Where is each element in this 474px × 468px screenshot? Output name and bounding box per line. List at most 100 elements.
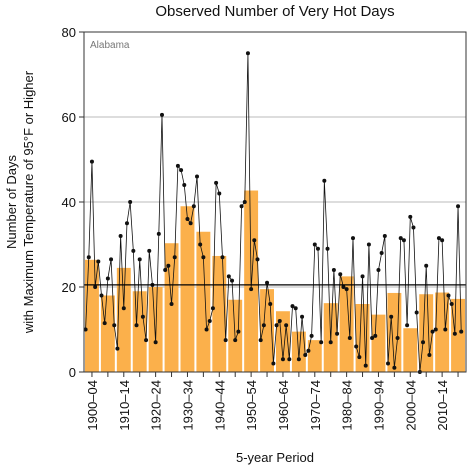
annual-point [182, 183, 187, 187]
annual-point [268, 302, 273, 306]
annual-point [220, 255, 225, 260]
annual-point [370, 336, 375, 340]
bar [387, 292, 402, 372]
annual-point [373, 333, 378, 338]
annual-point [280, 357, 285, 362]
annual-point [411, 225, 416, 230]
annual-point [147, 248, 152, 253]
annual-point [322, 178, 327, 183]
annual-point [440, 238, 445, 243]
annual-point [446, 293, 451, 298]
annual-point [271, 361, 276, 366]
annual-point [261, 323, 266, 328]
annual-point [223, 338, 228, 343]
annual-point [424, 263, 429, 268]
bar [435, 292, 450, 372]
annual-point [207, 319, 212, 323]
annual-point [153, 340, 158, 345]
bar [371, 314, 386, 372]
annual-point [96, 259, 101, 264]
annual-point [360, 274, 365, 279]
annual-point [245, 51, 250, 56]
annual-point [204, 327, 209, 332]
annual-point [163, 268, 168, 272]
annual-point [89, 159, 94, 164]
annual-point [210, 306, 215, 311]
annual-point [376, 268, 381, 272]
annual-point [363, 363, 368, 368]
annual-point [239, 204, 244, 209]
annual-point [389, 314, 394, 319]
annual-point [188, 221, 193, 226]
annual-point [140, 314, 145, 319]
y-tick-label: 80 [62, 25, 76, 40]
annual-point [258, 338, 263, 343]
annual-point [293, 306, 298, 311]
annual-point [179, 168, 184, 173]
plot-frame [83, 31, 467, 373]
annual-point [195, 174, 200, 179]
annual-point [102, 321, 107, 326]
x-tick-label: 1950–54 [244, 380, 259, 431]
annual-point [392, 365, 397, 370]
y-tick-label: 60 [62, 110, 76, 125]
x-tick-label: 1990–94 [371, 380, 386, 431]
chart-title: Observed Number of Very Hot Days [155, 3, 394, 20]
annual-point [405, 323, 410, 328]
annual-point [398, 236, 403, 241]
bar [403, 328, 418, 372]
x-tick-label: 1970–74 [308, 380, 323, 431]
annual-point [347, 336, 352, 340]
annual-point [401, 238, 406, 243]
annual-point [252, 238, 257, 243]
annual-point [408, 214, 413, 219]
annual-point [128, 200, 133, 204]
annual-point [300, 314, 305, 319]
annual-point [421, 340, 426, 345]
annual-point [430, 329, 435, 334]
annual-point [366, 242, 371, 247]
annual-point [131, 248, 136, 253]
annual-point [357, 355, 362, 360]
annual-point [134, 323, 139, 328]
annual-point [354, 344, 359, 349]
annual-point [118, 234, 123, 238]
annual-point [169, 302, 174, 306]
x-tick-label: 1940–44 [212, 380, 227, 431]
x-tick-label: 1900–04 [85, 380, 100, 431]
annual-point [144, 338, 149, 343]
annual-point [105, 276, 110, 281]
x-tick-label: 1960–64 [276, 380, 291, 431]
x-tick-label: 2000–04 [403, 380, 418, 431]
x-tick-label: 1930–34 [180, 380, 195, 431]
annual-point [233, 338, 238, 343]
annual-point [156, 231, 161, 236]
annual-point [217, 191, 222, 196]
annual-point [277, 319, 282, 323]
annual-point [449, 302, 454, 306]
bar [100, 295, 115, 372]
annual-point [214, 180, 219, 185]
annual-point [255, 257, 260, 262]
bar [451, 298, 465, 372]
y-axis-label: with Maximum Temperature of 95°F or High… [21, 70, 36, 334]
annual-point [99, 293, 104, 298]
annual-point [379, 251, 384, 255]
annual-point [121, 306, 126, 311]
annual-point [93, 285, 98, 289]
y-tick-label: 40 [62, 195, 76, 210]
annual-point [191, 204, 196, 209]
annual-point [242, 200, 247, 204]
annual-point [386, 361, 391, 366]
annual-point [436, 236, 441, 241]
annual-point [159, 112, 164, 117]
annual-point [427, 353, 432, 357]
y-axis-label: Number of Days [4, 155, 19, 249]
x-axis-label: 5-year Period [236, 450, 314, 465]
annual-point [452, 331, 457, 336]
annual-point [284, 323, 289, 328]
annual-point [303, 353, 308, 357]
annual-point [350, 236, 355, 241]
y-tick-label: 20 [62, 280, 76, 295]
